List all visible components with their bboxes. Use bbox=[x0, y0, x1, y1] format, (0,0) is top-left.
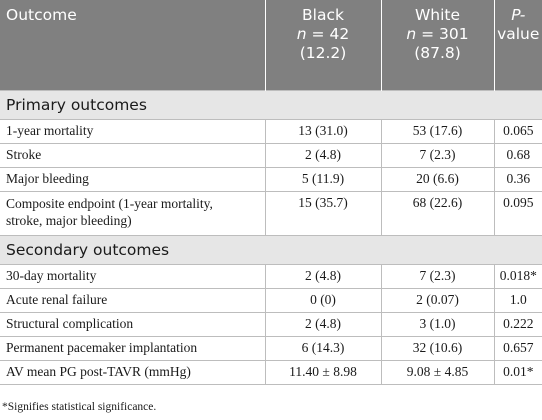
row-white: 2 (0.07) bbox=[380, 287, 495, 313]
header-p-label: P- bbox=[511, 6, 526, 24]
header-black-label: Black bbox=[302, 6, 344, 24]
row-black: 2 (4.8) bbox=[264, 263, 382, 289]
row-p-value: 0.657 bbox=[493, 335, 542, 361]
header-white: White n = 301 (87.8) bbox=[380, 0, 494, 90]
row-outcome: Composite endpoint (1-year mortality, st… bbox=[0, 190, 266, 236]
row-white: 20 (6.6) bbox=[380, 166, 495, 192]
table-row: AV mean PG post-TAVR (mmHg) 11.40 ± 8.98… bbox=[0, 359, 542, 385]
header-black-n-label: n bbox=[296, 25, 307, 43]
table-row: Stroke 2 (4.8) 7 (2.3) 0.68 bbox=[0, 142, 542, 168]
header-white-n-label: n bbox=[406, 25, 417, 43]
header-outcome: Outcome bbox=[0, 0, 265, 90]
header-white-label: White bbox=[414, 6, 461, 24]
row-p-value: 0.01* bbox=[493, 359, 542, 385]
row-outcome: AV mean PG post-TAVR (mmHg) bbox=[0, 359, 266, 385]
row-black: 15 (35.7) bbox=[264, 190, 382, 236]
row-white: 32 (10.6) bbox=[380, 335, 495, 361]
row-outcome-line-1: Composite endpoint (1-year mortality, bbox=[6, 195, 213, 211]
table-row: Acute renal failure 0 (0) 2 (0.07) 1.0 bbox=[0, 287, 542, 313]
row-p-value: 0.68 bbox=[493, 142, 542, 168]
table-row: Major bleeding 5 (11.9) 20 (6.6) 0.36 bbox=[0, 166, 542, 192]
row-white: 53 (17.6) bbox=[380, 118, 495, 144]
row-white: 7 (2.3) bbox=[380, 142, 495, 168]
row-black: 2 (4.8) bbox=[264, 142, 382, 168]
table-row: Structural complication 2 (4.8) 3 (1.0) … bbox=[0, 311, 542, 337]
row-p-value: 0.065 bbox=[493, 118, 542, 144]
row-outcome: Permanent pacemaker implantation bbox=[0, 335, 266, 361]
row-outcome: 30-day mortality bbox=[0, 263, 266, 289]
row-p-value: 0.095 bbox=[493, 190, 542, 236]
header-black: Black n = 42 (12.2) bbox=[264, 0, 381, 90]
outcomes-table: Outcome Black n = 42 (12.2) White n = 30… bbox=[0, 0, 542, 385]
row-outcome: 1-year mortality bbox=[0, 118, 266, 144]
row-outcome: Acute renal failure bbox=[0, 287, 266, 313]
row-black: 5 (11.9) bbox=[264, 166, 382, 192]
section-title: Secondary outcomes bbox=[0, 234, 542, 265]
row-outcome: Stroke bbox=[0, 142, 266, 168]
row-outcome-line-2: stroke, major bleeding) bbox=[6, 212, 132, 228]
row-black: 0 (0) bbox=[264, 287, 382, 313]
row-outcome: Major bleeding bbox=[0, 166, 266, 192]
row-white: 7 (2.3) bbox=[380, 263, 495, 289]
row-black: 6 (14.3) bbox=[264, 335, 382, 361]
header-white-pct: (87.8) bbox=[414, 44, 461, 62]
row-white: 3 (1.0) bbox=[380, 311, 495, 337]
row-p-value: 0.018* bbox=[493, 263, 542, 289]
table-row: 30-day mortality 2 (4.8) 7 (2.3) 0.018* bbox=[0, 263, 542, 289]
row-black: 2 (4.8) bbox=[264, 311, 382, 337]
section-row-primary: Primary outcomes bbox=[0, 89, 542, 120]
table-row: Composite endpoint (1-year mortality, st… bbox=[0, 190, 542, 236]
section-row-secondary: Secondary outcomes bbox=[0, 234, 542, 265]
header-black-pct: (12.2) bbox=[299, 44, 347, 62]
row-p-value: 0.222 bbox=[493, 311, 542, 337]
header-p-label-2: value bbox=[497, 25, 540, 43]
header-white-n-value: = 301 bbox=[416, 25, 469, 43]
header-black-n-value: = 42 bbox=[306, 25, 350, 43]
header-row: Outcome Black n = 42 (12.2) White n = 30… bbox=[0, 0, 542, 90]
table-row: 1-year mortality 13 (31.0) 53 (17.6) 0.0… bbox=[0, 118, 542, 144]
footnote: *Signifies statistical significance. bbox=[2, 401, 157, 413]
row-p-value: 1.0 bbox=[493, 287, 542, 313]
row-black: 13 (31.0) bbox=[264, 118, 382, 144]
row-black: 11.40 ± 8.98 bbox=[264, 359, 382, 385]
row-outcome: Structural complication bbox=[0, 311, 266, 337]
section-title: Primary outcomes bbox=[0, 89, 542, 120]
row-white: 68 (22.6) bbox=[380, 190, 495, 236]
row-white: 9.08 ± 4.85 bbox=[380, 359, 495, 385]
table-row: Permanent pacemaker implantation 6 (14.3… bbox=[0, 335, 542, 361]
row-p-value: 0.36 bbox=[493, 166, 542, 192]
header-p-value: P- value bbox=[493, 0, 542, 90]
